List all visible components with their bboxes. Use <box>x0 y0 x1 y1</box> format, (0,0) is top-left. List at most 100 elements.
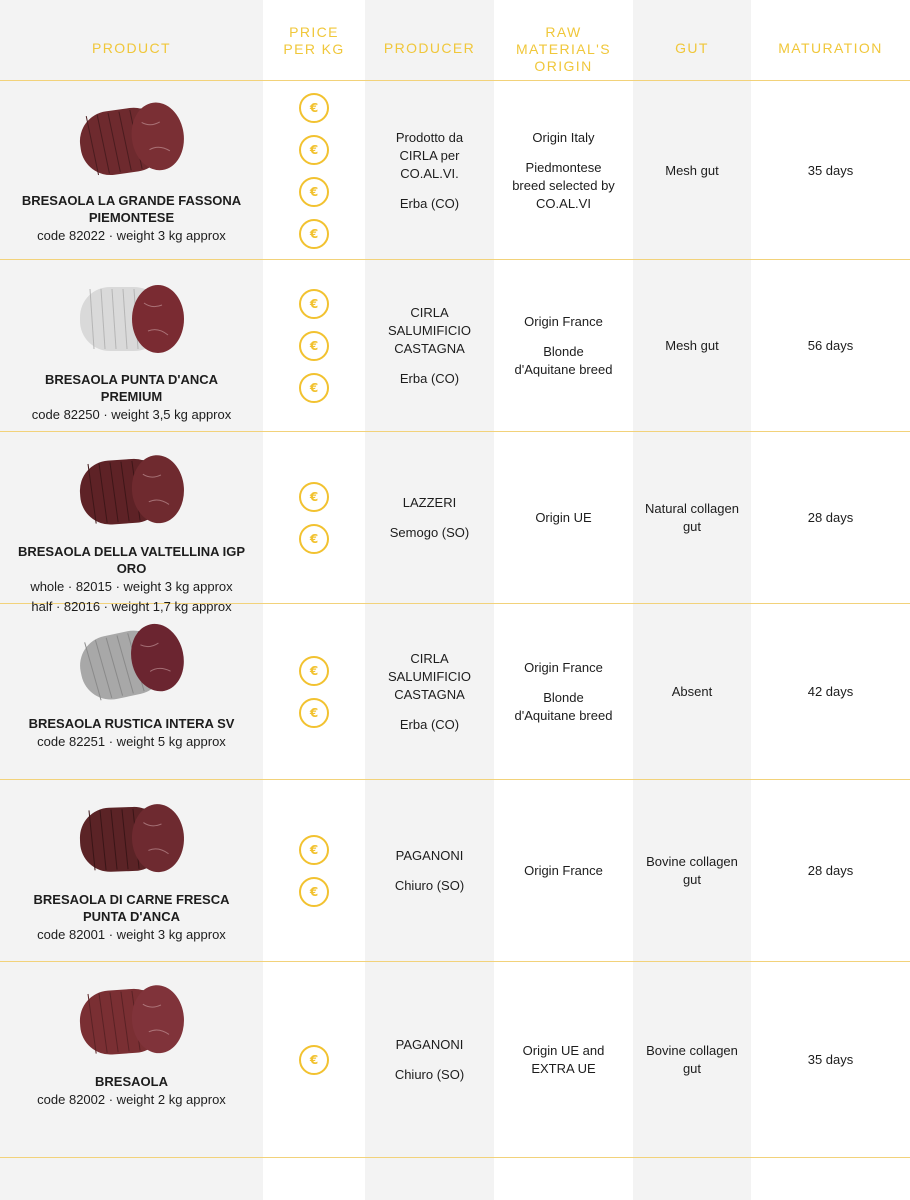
product-name: BRESAOLA DELLA VALTELLINA IGP ORO <box>17 544 245 576</box>
producer-cell: PAGANONI Chiuro (SO) <box>365 963 494 1157</box>
gut-text: Absent <box>671 684 713 699</box>
product-name: BRESAOLA LA GRANDE FASSONA PIEMONTESE <box>21 193 242 225</box>
header-gut: GUT <box>675 40 709 56</box>
product-cell: BRESAOLA DELLA VALTELLINA IGP ORO whole ·… <box>0 433 263 614</box>
producer-cell: Prodotto da CIRLA per CO.AL.VI. Erba (CO) <box>365 82 494 259</box>
euro-coin-icon: € <box>299 373 329 403</box>
maturation-text: 56 days <box>807 338 854 353</box>
product-cell: BRESAOLA LA GRANDE FASSONA PIEMONTESE cod… <box>0 82 263 259</box>
gut-text: Natural collagen gut <box>645 501 739 534</box>
table-row: BRESAOLA code 82002 · weight 2 kg approx €… <box>0 963 910 1158</box>
price-cell: € € € € <box>263 82 365 259</box>
gut-cell: Bovine collagen gut <box>633 963 751 1157</box>
table-row: BRESAOLA PUNTA D'ANCA PREMIUM code 82250 … <box>0 261 910 432</box>
bresaola-image <box>79 985 184 1055</box>
product-code: code 82002 · weight 2 kg approx <box>37 1092 226 1107</box>
euro-coin-icon: € <box>299 176 329 207</box>
producer-cell: CIRLA SALUMIFICIO CASTAGNA Erba (CO) <box>365 261 494 431</box>
producer-cell: CIRLA SALUMIFICIO CASTAGNA Erba (CO) <box>365 605 494 779</box>
producer-column-bg <box>365 0 494 1200</box>
maturation-text: 28 days <box>807 863 854 878</box>
origin-cell: Origin Italy Piedmontese breed selected b… <box>494 82 633 259</box>
product-code: half · 82016 · weight 1,7 kg approx <box>31 599 232 614</box>
gut-text: Bovine collagen gut <box>646 1043 738 1076</box>
bresaola-image <box>79 804 184 873</box>
producer-text: Chiuro (SO) <box>394 1067 465 1082</box>
origin-cell: Origin UE <box>494 433 633 603</box>
euro-coin-icon: € <box>299 218 329 249</box>
product-code: whole · 82015 · weight 3 kg approx <box>30 579 233 594</box>
price-level: € <box>299 1045 329 1075</box>
producer-text: LAZZERI <box>402 495 457 510</box>
maturation-text: 35 days <box>807 162 854 178</box>
price-cell: € <box>263 963 365 1157</box>
table-row: BRESAOLA RUSTICA INTERA SV code 82251 · w… <box>0 605 910 780</box>
euro-coin-icon: € <box>299 92 329 123</box>
producer-text: CIRLA SALUMIFICIO CASTAGNA <box>387 305 472 356</box>
product-code: code 82022 · weight 3 kg approx <box>37 228 226 243</box>
maturation-column-bg <box>751 0 910 1200</box>
origin-text: Piedmontese breed selected by CO.AL.VI <box>512 159 615 211</box>
gut-cell: Natural collagen gut <box>633 433 751 603</box>
maturation-text: 35 days <box>807 1052 854 1067</box>
maturation-text: 42 days <box>807 684 854 699</box>
origin-text: Origin UE <box>535 510 592 525</box>
table-row: BRESAOLA DI CARNE FRESCA PUNTA D'ANCA cod… <box>0 781 910 962</box>
bresaola-image <box>79 455 184 525</box>
producer-cell: LAZZERI Semogo (SO) <box>365 433 494 603</box>
header-product: PRODUCT <box>91 40 172 56</box>
gut-text: Bovine collagen gut <box>646 854 738 887</box>
maturation-cell: 28 days <box>751 781 910 961</box>
euro-coin-icon: € <box>299 289 329 319</box>
price-cell: € € € <box>263 261 365 431</box>
gut-cell: Mesh gut <box>633 261 751 431</box>
euro-coin-icon: € <box>299 698 329 728</box>
origin-cell: Origin France <box>494 781 633 961</box>
origin-cell: Origin France Blonde d'Aquitane breed <box>494 261 633 431</box>
euro-coin-icon: € <box>299 331 329 361</box>
product-cell: BRESAOLA PUNTA D'ANCA PREMIUM code 82250 … <box>0 261 263 431</box>
producer-text: Erba (CO) <box>399 371 460 386</box>
maturation-cell: 35 days <box>751 82 910 259</box>
producer-text: PAGANONI <box>395 848 464 863</box>
gut-text: Mesh gut <box>665 162 719 178</box>
product-cell: BRESAOLA RUSTICA INTERA SV code 82251 · w… <box>0 605 263 779</box>
header-price: PRICE PER KG <box>283 24 345 57</box>
gut-cell: Bovine collagen gut <box>633 781 751 961</box>
gut-cell: Absent <box>633 605 751 779</box>
price-level: € € <box>299 656 329 728</box>
table-row: BRESAOLA LA GRANDE FASSONA PIEMONTESE cod… <box>0 82 910 260</box>
product-name: BRESAOLA <box>95 1074 168 1089</box>
producer-text: Erba (CO) <box>399 717 460 732</box>
origin-text: Origin Italy <box>532 129 595 145</box>
header-maturation: MATURATION <box>778 40 883 56</box>
product-code: code 82250 · weight 3,5 kg approx <box>31 407 232 422</box>
price-cell: € € <box>263 605 365 779</box>
product-cell: BRESAOLA DI CARNE FRESCA PUNTA D'ANCA cod… <box>0 781 263 961</box>
euro-coin-icon: € <box>299 524 329 554</box>
origin-text: Blonde d'Aquitane breed <box>514 690 613 723</box>
product-name: BRESAOLA PUNTA D'ANCA PREMIUM <box>44 372 219 404</box>
origin-column-bg <box>494 0 633 1200</box>
producer-text: Chiuro (SO) <box>394 878 465 893</box>
origin-text: Origin UE and EXTRA UE <box>522 1043 605 1076</box>
euro-coin-icon: € <box>299 656 329 686</box>
producer-cell: PAGANONI Chiuro (SO) <box>365 781 494 961</box>
maturation-cell: 35 days <box>751 963 910 1157</box>
product-code: code 82001 · weight 3 kg approx <box>37 927 226 942</box>
producer-text: Erba (CO) <box>399 195 460 211</box>
origin-cell: Origin France Blonde d'Aquitane breed <box>494 605 633 779</box>
bresaola-image <box>79 285 184 353</box>
origin-text: Origin France <box>524 314 603 329</box>
maturation-cell: 28 days <box>751 433 910 603</box>
product-code: code 82251 · weight 5 kg approx <box>37 734 226 749</box>
euro-coin-icon: € <box>299 835 329 865</box>
producer-text: PAGANONI <box>395 1037 464 1052</box>
origin-text: Origin France <box>524 863 603 878</box>
euro-coin-icon: € <box>299 877 329 907</box>
bresaola-image <box>79 623 184 701</box>
price-level: € € <box>299 835 329 907</box>
bresaola-image <box>79 102 184 176</box>
euro-coin-icon: € <box>299 134 329 165</box>
header-origin: RAW MATERIAL'S ORIGIN <box>516 24 611 74</box>
